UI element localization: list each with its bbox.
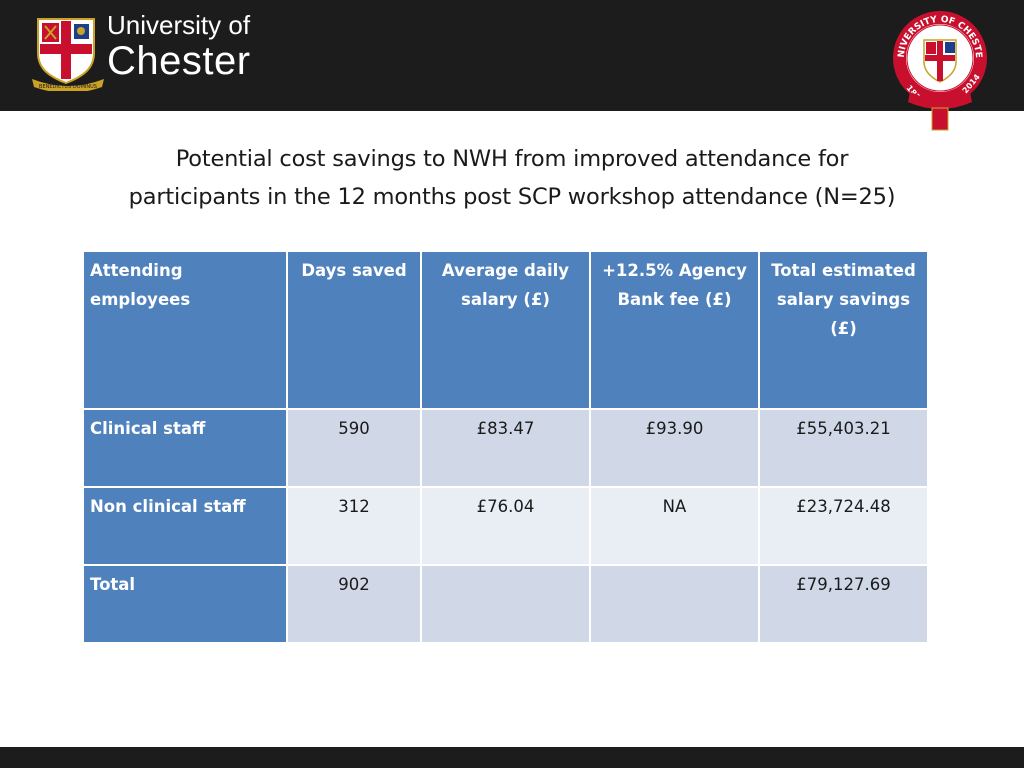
total-savings-cell: £23,724.48 — [758, 486, 929, 566]
avg-daily-salary-cell — [420, 564, 591, 644]
university-wordmark: University of Chester — [107, 12, 251, 81]
total-savings-cell: £55,403.21 — [758, 408, 929, 488]
column-header: Attending employees — [82, 250, 288, 410]
row-label: Total — [82, 564, 288, 644]
agency-fee-cell — [589, 564, 760, 644]
header-bar: BENEDICTUS DOMINUS University of Chester… — [0, 0, 1024, 131]
days-saved-cell: 590 — [286, 408, 422, 488]
slide-title-line-1: Potential cost savings to NWH from impro… — [175, 146, 849, 172]
agency-fee-cell: £93.90 — [589, 408, 760, 488]
agency-fee-cell: NA — [589, 486, 760, 566]
table-row: Non clinical staff 312 £76.04 NA £23,724… — [82, 486, 929, 566]
slide-title-line-2: participants in the 12 months post SCP w… — [128, 184, 896, 210]
table-row: Total 902 £79,127.69 — [82, 564, 929, 644]
logo-motto: BENEDICTUS DOMINUS — [39, 84, 97, 90]
table-row: Clinical staff 590 £83.47 £93.90 £55,403… — [82, 408, 929, 488]
cost-savings-table: Attending employees Days saved Average d… — [82, 250, 929, 644]
column-header: Days saved — [286, 250, 422, 410]
column-header: +12.5% Agency Bank fee (£) — [589, 250, 760, 410]
footer-bar — [0, 747, 1024, 768]
row-label: Clinical staff — [82, 408, 288, 488]
university-shield-logo: BENEDICTUS DOMINUS — [32, 18, 104, 91]
days-saved-cell: 902 — [286, 564, 422, 644]
column-header: Total estimated salary savings (£) — [758, 250, 929, 410]
wordmark-line-1: University of — [107, 10, 251, 40]
table-header-row: Attending employees Days saved Average d… — [82, 250, 929, 410]
university-seal: UNIVERSITY OF CHESTER 1839 2014 — [890, 8, 987, 131]
wordmark-line-2: Chester — [107, 39, 251, 83]
days-saved-cell: 312 — [286, 486, 422, 566]
avg-daily-salary-cell: £83.47 — [420, 408, 591, 488]
row-label: Non clinical staff — [82, 486, 288, 566]
column-header: Average daily salary (£) — [420, 250, 591, 410]
avg-daily-salary-cell: £76.04 — [420, 486, 591, 566]
total-savings-cell: £79,127.69 — [758, 564, 929, 644]
slide-title: Potential cost savings to NWH from impro… — [40, 140, 984, 216]
